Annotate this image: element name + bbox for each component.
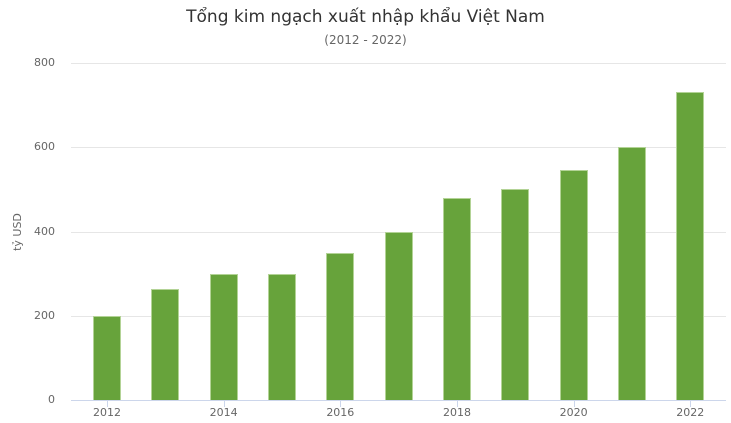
bar-2018[interactable] [442,197,471,400]
bar-2020[interactable] [559,170,588,400]
chart-title: Tổng kim ngạch xuất nhập khẩu Việt Nam [186,7,545,27]
x-axis-tick-label: 2022 [676,406,705,419]
x-axis-tick-label: 2014 [209,406,238,419]
y-axis-tick-label: 400 [34,224,55,238]
x-axis-line [71,400,726,401]
x-axis-tick [223,401,225,407]
bar-2016[interactable] [326,252,355,400]
x-axis-tick [107,401,108,407]
bar-2013[interactable] [151,288,180,400]
x-axis-tick-label: 2012 [93,406,121,419]
x-axis-tick-label: 2018 [442,406,471,419]
bar-2019[interactable] [501,189,530,400]
x-axis-tick [340,401,342,407]
y-axis-tick-label: 200 [34,308,55,322]
y-gridline [71,63,726,64]
bar-2021[interactable] [617,147,646,400]
y-axis-tick-label: 800 [34,56,55,69]
bar-2014[interactable] [209,273,238,400]
x-axis-tick-label: 2016 [326,406,355,419]
y-axis-tick-label: 0 [48,393,55,406]
x-axis-tick [690,401,692,407]
x-axis-tick-label: 2020 [559,406,588,419]
bar-2017[interactable] [384,231,413,400]
bar-2022[interactable] [676,92,705,400]
bar-2012[interactable] [93,315,121,400]
bar-2015[interactable] [267,273,296,400]
y-gridline [71,147,726,149]
chart-subtitle: (2012 - 2022) [324,33,407,47]
x-axis-tick [456,401,458,407]
y-axis-tick-label: 600 [34,140,55,154]
x-axis-tick [573,401,575,407]
